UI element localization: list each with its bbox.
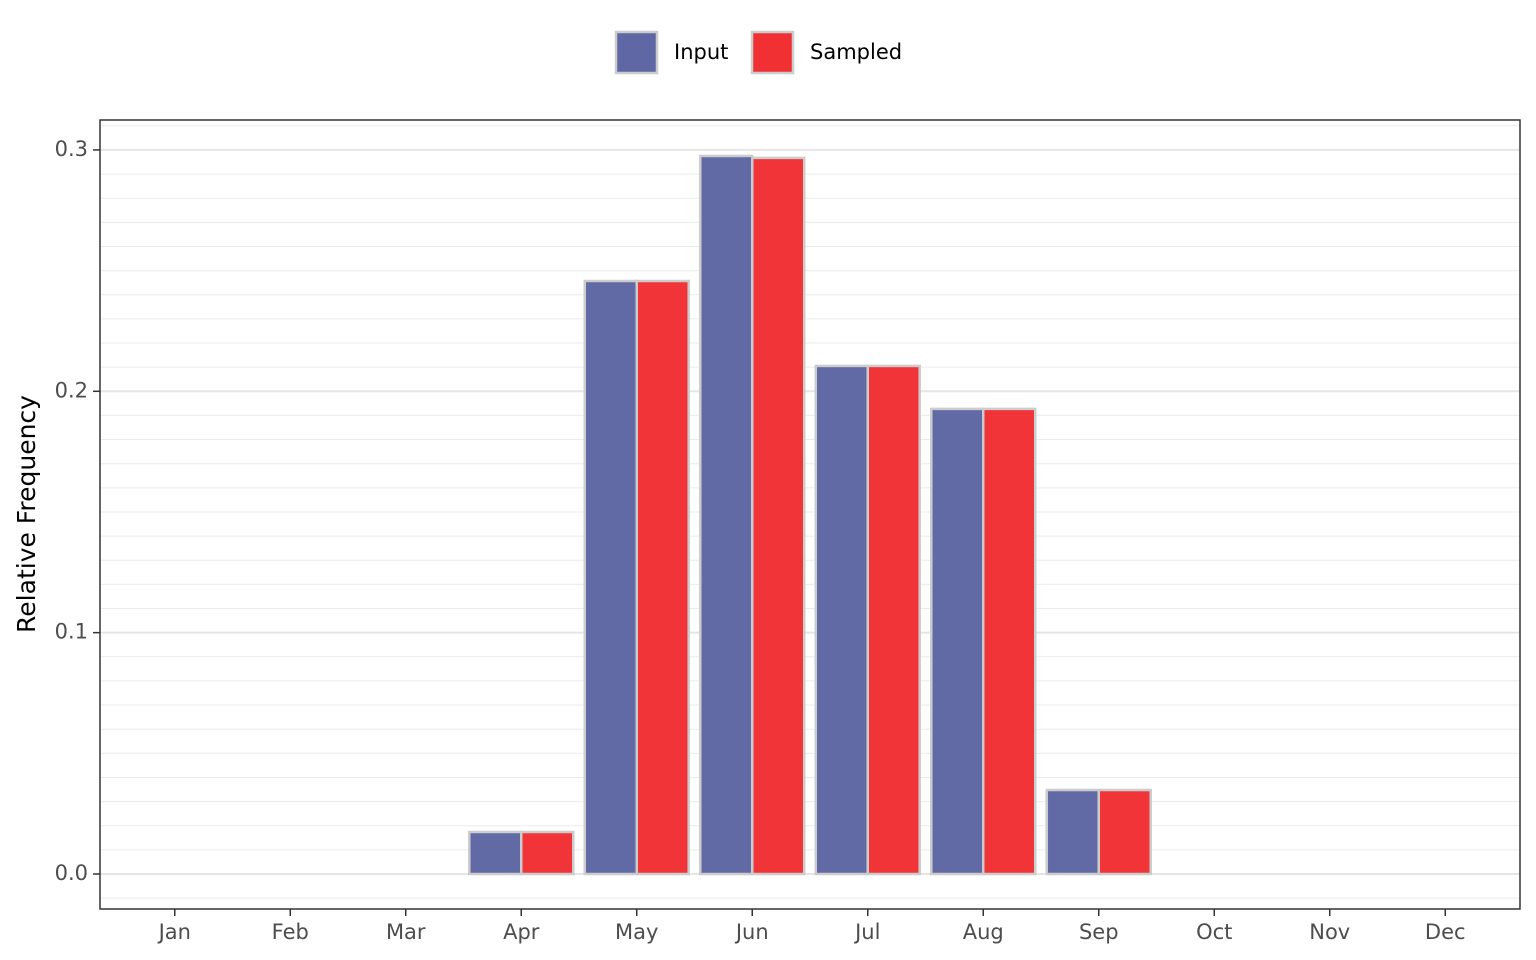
- y-tick-label: 0.1: [55, 620, 88, 644]
- x-tick-label: Aug: [963, 920, 1004, 944]
- bar: [751, 156, 806, 876]
- x-tick-label: Oct: [1196, 920, 1232, 944]
- bar: [814, 364, 870, 876]
- bar: [982, 407, 1037, 876]
- bar: [520, 830, 575, 876]
- x-tick-label: Jul: [853, 920, 880, 944]
- x-tick-label: Dec: [1425, 920, 1466, 944]
- bar: [468, 830, 523, 876]
- bar: [635, 279, 690, 876]
- bar: [866, 364, 921, 876]
- bar: [699, 154, 754, 876]
- legend-label: Sampled: [810, 40, 902, 64]
- x-tick-label: Nov: [1309, 920, 1350, 944]
- bar: [1045, 788, 1101, 876]
- bar: [930, 407, 985, 876]
- x-tick-label: Jan: [157, 920, 191, 944]
- bar: [583, 279, 639, 876]
- bar: [1097, 788, 1152, 876]
- legend-label: Input: [674, 40, 728, 64]
- legend-swatch: [750, 30, 795, 75]
- plot-border: [99, 119, 1521, 910]
- y-tick-label: 0.0: [55, 861, 88, 885]
- y-tick-label: 0.3: [55, 137, 88, 161]
- x-tick-label: Feb: [272, 920, 309, 944]
- y-axis-label: Relative Frequency: [12, 395, 41, 633]
- x-tick-label: Apr: [503, 920, 540, 944]
- y-tick-label: 0.2: [55, 378, 88, 402]
- x-tick-label: May: [615, 920, 658, 944]
- x-tick-label: Jun: [734, 920, 769, 944]
- legend-swatch: [614, 30, 659, 75]
- x-tick-label: Sep: [1079, 920, 1119, 944]
- x-tick-label: Mar: [386, 920, 426, 944]
